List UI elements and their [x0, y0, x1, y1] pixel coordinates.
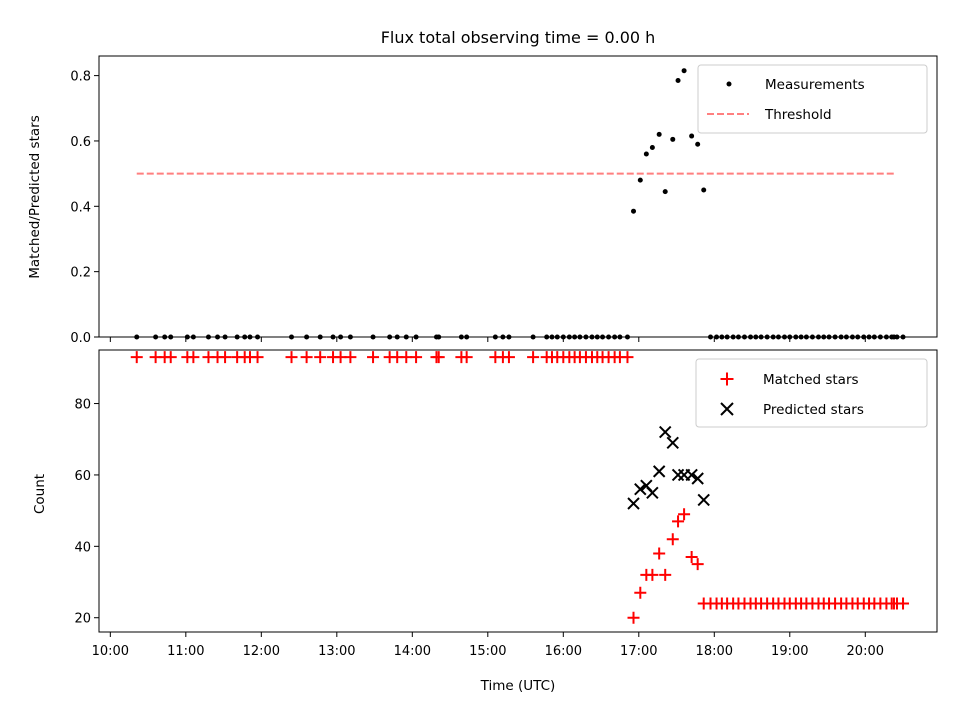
- measurement-point: [643, 151, 649, 157]
- measurement-point: [689, 133, 695, 139]
- measurement-point: [701, 187, 707, 193]
- matched-star-point: [666, 533, 679, 546]
- matched-star-point: [691, 558, 704, 571]
- matched-star-point: [285, 351, 298, 364]
- legend-label-matched-stars: Matched stars: [763, 372, 859, 388]
- measurement-point: [649, 144, 655, 150]
- bottom-y-tick-label: 40: [74, 540, 91, 555]
- matched-star-point: [460, 351, 473, 364]
- bottom-legend: Matched stars Predicted stars: [695, 358, 928, 428]
- matched-star-point: [502, 351, 515, 364]
- matched-star-point: [219, 351, 232, 364]
- top-y-axis-label: Matched/Predicted stars: [27, 115, 43, 278]
- bottom-x-tick-label: 16:00: [545, 644, 582, 659]
- matched-star-point: [164, 351, 177, 364]
- bottom-x-tick-label: 20:00: [847, 644, 884, 659]
- bottom-x-tick-label: 19:00: [771, 644, 808, 659]
- predicted-star-point: [634, 483, 647, 496]
- bottom-plot-axes: 20 40 60 80 10:00 11:00 12:00 13:00 14:00 15:00 16…: [74, 398, 884, 659]
- predicted-star-point: [697, 493, 710, 507]
- measurement-point: [675, 78, 681, 84]
- bottom-y-tick-label: 20: [74, 612, 91, 627]
- legend-label-predicted-stars: Predicted stars: [763, 402, 864, 418]
- legend-marker-matched-stars: [720, 372, 734, 386]
- bottom-legend-box: [695, 358, 928, 428]
- top-plot-panel: 0.00.20.40.60.8 Matched/Predicted stars …: [27, 55, 938, 346]
- bottom-y-tick-label: 60: [74, 469, 91, 484]
- matched-star-point: [646, 568, 659, 581]
- predicted-star-point: [666, 436, 679, 450]
- predicted-star-point: [685, 468, 698, 482]
- bottom-y-tick-label: 80: [74, 398, 91, 413]
- matched-star-point: [653, 547, 666, 560]
- measurement-point: [662, 189, 668, 195]
- predicted-star-point: [646, 486, 659, 499]
- top-y-tick-label: 0.0: [70, 331, 91, 346]
- top-plot-frame: [98, 55, 938, 338]
- top-legend-box: [697, 64, 928, 134]
- matched-star-point: [621, 351, 634, 364]
- matched-star-point: [627, 611, 640, 624]
- matched-star-point: [367, 351, 380, 364]
- matched-star-point: [314, 351, 327, 364]
- measurement-point: [656, 131, 662, 137]
- bottom-x-tick-label: 10:00: [92, 644, 129, 659]
- measurement-point: [631, 208, 637, 214]
- bottom-x-tick-label: 18:00: [696, 644, 733, 659]
- measurement-point: [670, 136, 676, 142]
- matched-star-point: [410, 351, 423, 364]
- measurement-point: [681, 68, 687, 74]
- matched-star-point: [527, 351, 540, 364]
- bottom-x-tick-label: 13:00: [318, 644, 355, 659]
- matched-star-point: [672, 515, 685, 528]
- matched-star-point: [897, 597, 910, 610]
- bottom-x-tick-label: 11:00: [167, 644, 204, 659]
- x-axis-label: Time (UTC): [480, 678, 556, 694]
- bottom-x-tick-label: 15:00: [469, 644, 506, 659]
- legend-marker-measurements: [726, 81, 732, 87]
- top-y-tick-label: 0.4: [70, 200, 91, 215]
- matched-star-point: [634, 586, 647, 599]
- chart-title: Flux total observing time = 0.00 h: [381, 28, 656, 47]
- predicted-star-point: [659, 425, 672, 439]
- legend-label-measurements: Measurements: [765, 77, 865, 93]
- legend-marker-predicted-stars: [720, 402, 734, 416]
- measurement-point: [637, 177, 643, 183]
- bottom-x-tick-label: 14:00: [394, 644, 431, 659]
- bottom-plot-panel: 20 40 60 80 10:00 11:00 12:00 13:00 14:00 15:00 16…: [32, 349, 938, 694]
- matched-star-point: [678, 508, 691, 521]
- bottom-plot-marks: [130, 351, 910, 624]
- legend-label-threshold: Threshold: [764, 107, 832, 123]
- measurement-point: [695, 141, 701, 147]
- predicted-star-point: [691, 472, 704, 485]
- top-y-tick-label: 0.8: [70, 70, 91, 85]
- matched-star-point: [130, 351, 143, 364]
- bottom-y-axis-label: Count: [32, 474, 48, 514]
- predicted-star-point: [627, 497, 640, 510]
- top-plot-axes: 0.0 0.2 0.4 0.6 0.8: [70, 70, 866, 346]
- top-y-tick-label: 0.2: [70, 266, 91, 281]
- matched-star-point: [659, 568, 672, 581]
- predicted-star-point: [652, 465, 666, 478]
- matched-star-point: [685, 551, 698, 564]
- matched-star-point: [251, 351, 264, 364]
- matched-star-point: [187, 351, 200, 364]
- matched-star-point: [344, 351, 357, 364]
- bottom-x-tick-label: 12:00: [243, 644, 280, 659]
- top-y-tick-label: 0.6: [70, 135, 91, 150]
- bottom-x-tick-label: 17:00: [620, 644, 657, 659]
- bottom-plot-frame: [98, 349, 938, 633]
- top-legend: Measurements Threshold: [697, 64, 928, 134]
- matched-star-point: [300, 351, 313, 364]
- matched-star-point: [432, 351, 445, 364]
